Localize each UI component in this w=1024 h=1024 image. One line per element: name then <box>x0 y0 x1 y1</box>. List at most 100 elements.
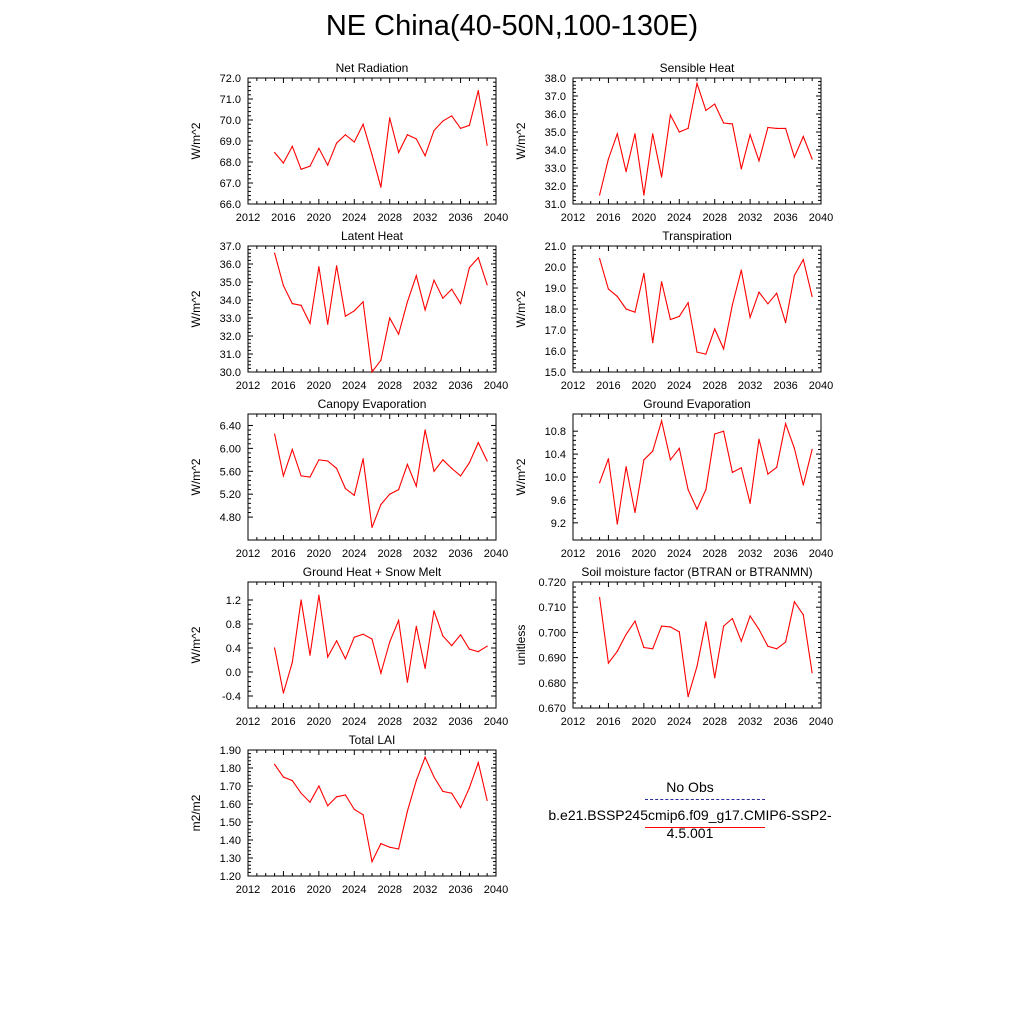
x-tick-label: 2028 <box>702 548 726 560</box>
data-point <box>433 129 435 132</box>
x-tick-label: 2036 <box>448 548 472 560</box>
data-point <box>362 633 364 635</box>
series-line <box>274 253 488 374</box>
y-tick-label: -0.4 <box>222 691 241 703</box>
data-point <box>731 617 734 620</box>
data-point <box>362 814 364 816</box>
y-axis-label: W/m^2 <box>189 122 203 159</box>
data-point <box>598 482 601 484</box>
data-point <box>344 794 347 796</box>
panel-title: Canopy Evaporation <box>318 397 427 411</box>
x-tick-label: 2040 <box>809 380 833 392</box>
data-point <box>335 142 338 144</box>
x-tick-label: 2024 <box>667 548 691 560</box>
y-tick-label: 0.0 <box>226 667 241 679</box>
panel-ground-heat-snow-melt: Ground Heat + Snow Melt 2012 2016 2020 2024 2… <box>189 565 508 728</box>
x-tick-label: 2024 <box>667 212 691 224</box>
x-tick-label: 2020 <box>307 884 331 896</box>
data-point <box>282 692 285 694</box>
data-point <box>714 328 716 330</box>
series-line <box>274 755 488 864</box>
x-tick-label: 2024 <box>342 716 366 728</box>
y-axis-label: W/m^2 <box>514 122 528 159</box>
x-tick-label: 2032 <box>738 380 762 392</box>
legend-entry-obs: No Obs <box>530 778 850 802</box>
y-tick-label: 0.700 <box>538 627 566 639</box>
x-tick-label: 2036 <box>773 548 797 560</box>
data-point <box>309 165 311 167</box>
data-point <box>451 792 453 794</box>
data-point <box>371 154 373 156</box>
y-tick-label: 34.0 <box>545 145 566 157</box>
y-tick-label: 4.80 <box>220 512 241 524</box>
data-point <box>362 123 364 125</box>
y-tick-label: 1.60 <box>220 799 241 811</box>
data-point <box>459 807 462 809</box>
panel-title: Ground Heat + Snow Melt <box>303 565 442 579</box>
y-axis-label: W/m^2 <box>514 458 528 495</box>
data-point <box>300 475 302 477</box>
data-point <box>273 763 276 766</box>
data-point <box>389 317 391 319</box>
y-tick-label: 33.0 <box>220 313 241 325</box>
data-point <box>793 601 796 603</box>
data-point <box>389 493 391 495</box>
data-point <box>678 631 680 633</box>
x-tick-label: 2028 <box>377 716 401 728</box>
panel-title: Net Radiation <box>336 61 409 75</box>
data-point <box>660 176 663 178</box>
data-point <box>353 310 355 312</box>
data-point <box>625 171 627 173</box>
data-point <box>696 508 698 510</box>
x-tick-label: 2024 <box>667 380 691 392</box>
data-point <box>687 127 689 129</box>
data-point <box>380 503 382 506</box>
data-point <box>802 484 804 486</box>
x-tick-label: 2012 <box>236 212 260 224</box>
x-tick-label: 2020 <box>632 716 656 728</box>
data-point <box>344 487 347 490</box>
data-point <box>433 279 435 281</box>
data-point <box>318 594 320 596</box>
data-point <box>273 433 276 435</box>
y-tick-label: 38.0 <box>545 73 566 85</box>
plot-frame <box>247 749 497 877</box>
data-point <box>415 780 417 782</box>
y-tick-label: 37.0 <box>220 241 241 253</box>
data-point <box>477 762 479 764</box>
data-point <box>678 315 680 317</box>
data-point <box>643 194 645 196</box>
y-tick-label: 15.0 <box>545 367 566 379</box>
y-tick-label: 10.0 <box>545 472 566 484</box>
y-tick-label: 21.0 <box>545 241 566 253</box>
data-point <box>477 90 479 92</box>
data-point <box>714 433 716 435</box>
data-point <box>291 661 293 664</box>
legend-swatch-obs <box>645 799 765 800</box>
data-point <box>406 681 409 683</box>
data-point <box>327 656 329 658</box>
y-tick-label: 1.30 <box>220 853 241 865</box>
x-tick-label: 2016 <box>271 548 295 560</box>
data-point <box>309 801 311 803</box>
data-point <box>433 470 435 472</box>
data-point <box>714 103 716 105</box>
x-tick-label: 2020 <box>632 548 656 560</box>
x-tick-label: 2032 <box>413 548 437 560</box>
data-point <box>468 787 471 789</box>
y-tick-label: 33.0 <box>545 163 566 175</box>
data-point <box>705 353 707 355</box>
data-point <box>669 459 672 461</box>
data-point <box>397 333 400 335</box>
data-point <box>477 442 479 444</box>
panel-title: Transpiration <box>662 229 732 243</box>
x-tick-label: 2032 <box>413 380 437 392</box>
data-point <box>397 151 400 154</box>
x-tick-label: 2016 <box>271 212 295 224</box>
data-point <box>380 843 382 845</box>
panel-title: Latent Heat <box>341 229 404 243</box>
y-axis-label: W/m^2 <box>189 626 203 663</box>
data-point <box>433 776 435 778</box>
panel-sensible-heat: Sensible Heat 2012 2016 2020 2024 2028 2032 203… <box>514 61 833 224</box>
